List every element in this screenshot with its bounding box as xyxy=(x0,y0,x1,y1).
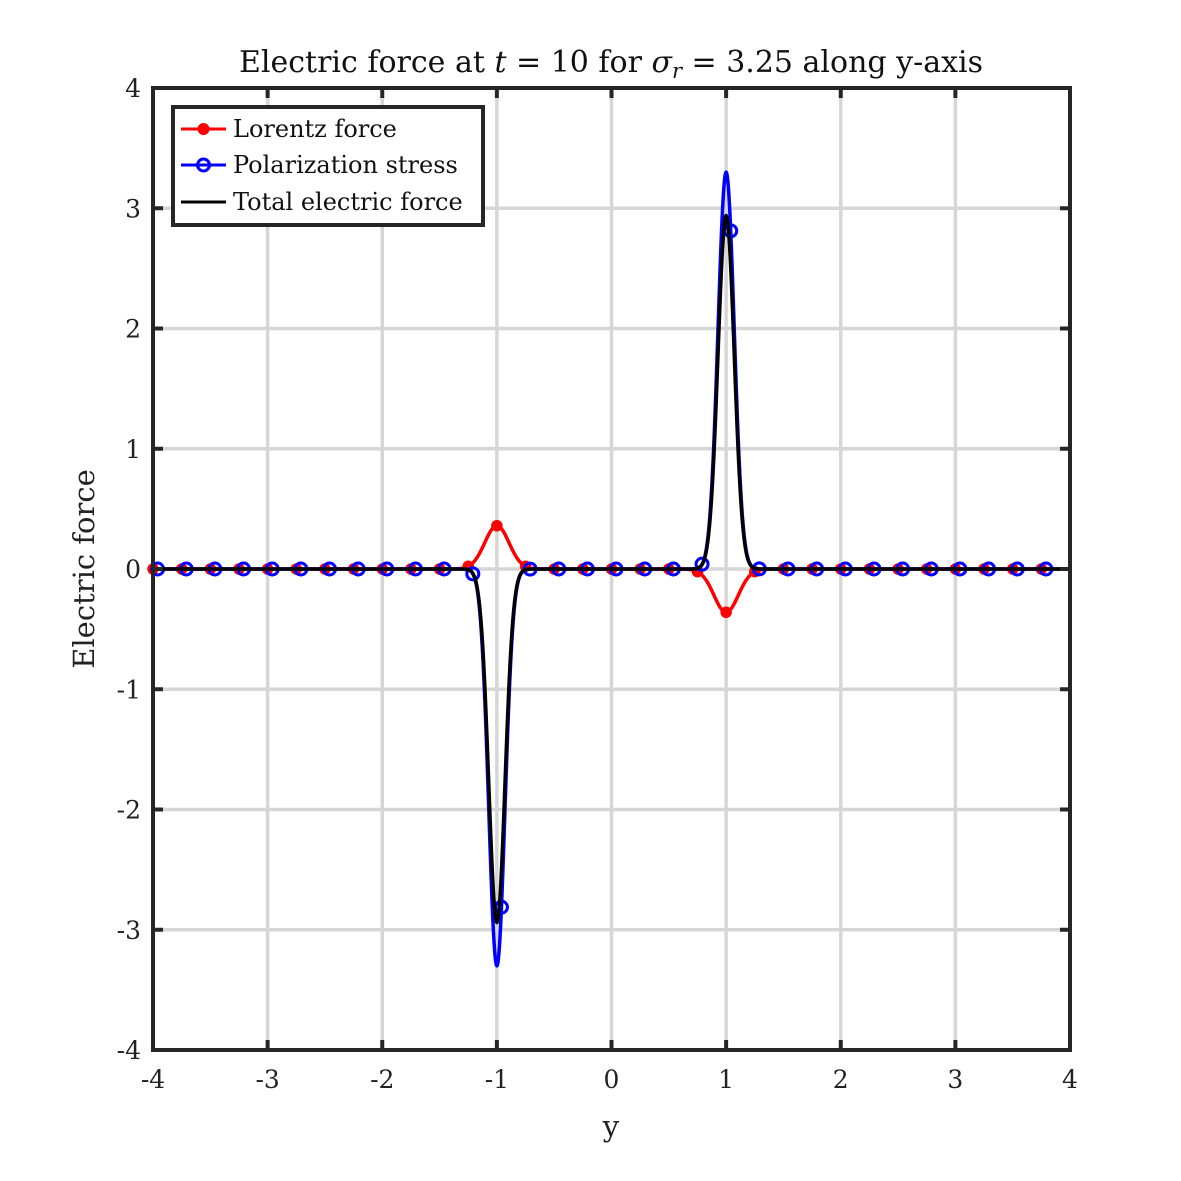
legend-label-polarization: Polarization stress xyxy=(233,151,458,179)
legend-label-total: Total electric force xyxy=(233,188,463,216)
y-tick-label: 2 xyxy=(125,315,141,344)
lorentz-point xyxy=(720,606,732,619)
x-tick-label: -2 xyxy=(370,1065,394,1094)
y-tick-label: 3 xyxy=(125,194,141,223)
x-tick-label: -3 xyxy=(255,1065,279,1094)
legend: Lorentz force Polarization stress Total … xyxy=(171,105,485,227)
chart-title: Electric force at t = 10 for σr = 3.25 a… xyxy=(239,45,983,83)
y-axis-label: Electric force xyxy=(67,469,101,669)
x-axis-label: y xyxy=(602,1109,620,1143)
x-tick-label: -1 xyxy=(485,1065,509,1094)
series-layer xyxy=(147,170,1072,968)
series-2 xyxy=(151,213,1072,925)
x-tick-label: 3 xyxy=(947,1065,963,1094)
y-tick-label: -1 xyxy=(117,675,141,704)
y-tick-label: 1 xyxy=(125,435,141,464)
x-tick-label: 0 xyxy=(604,1065,620,1094)
polarization-point xyxy=(694,556,710,572)
polarization-point xyxy=(465,566,481,582)
y-tick-label: 4 xyxy=(125,74,141,103)
legend-marker-polarization xyxy=(196,157,211,173)
x-tick-label: -4 xyxy=(141,1065,165,1094)
series-line-2 xyxy=(151,213,1072,925)
lorentz-point xyxy=(491,519,503,532)
ticks: -4 -3 -2 -1 0 1 2 3 4 -4 -3 -2 -1 0 1 2 3 4 xyxy=(117,74,1078,1094)
legend-marker-lorentz xyxy=(197,123,210,135)
y-tick-label: -2 xyxy=(117,796,141,825)
y-tick-label: 0 xyxy=(125,555,141,584)
x-tick-label: 1 xyxy=(718,1065,734,1094)
x-tick-label: 2 xyxy=(833,1065,849,1094)
y-tick-label: -3 xyxy=(117,916,141,945)
y-tick-label: -4 xyxy=(117,1036,141,1065)
x-tick-label: 4 xyxy=(1062,1065,1078,1094)
legend-label-lorentz: Lorentz force xyxy=(233,115,397,143)
